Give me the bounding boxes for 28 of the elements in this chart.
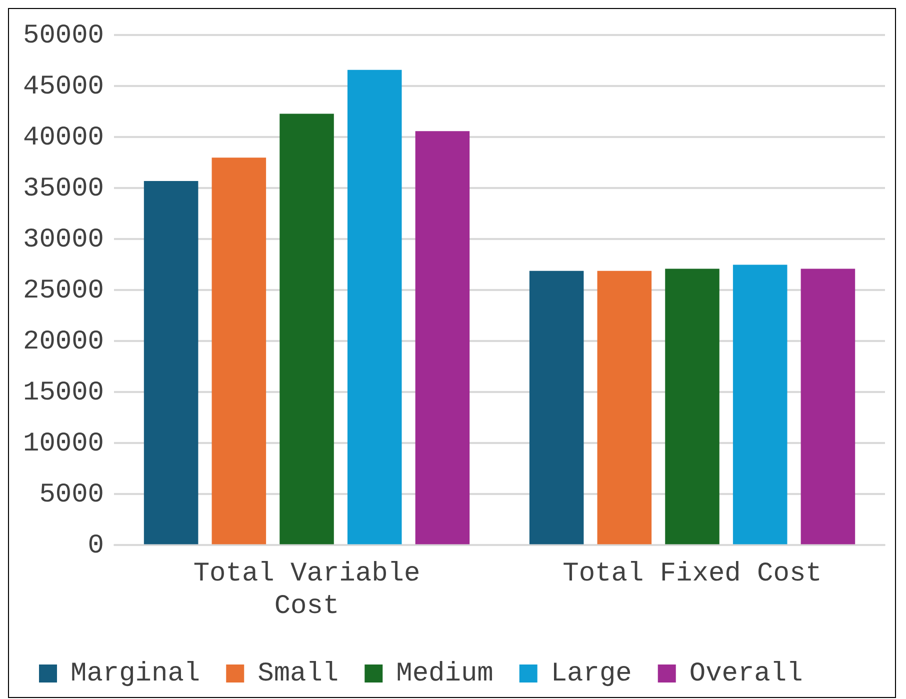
legend-label: Large xyxy=(550,660,632,690)
bar xyxy=(529,270,584,544)
legend-label: Marginal xyxy=(70,660,200,690)
y-tick-label: 35000 xyxy=(23,174,104,204)
y-tick-label: 0 xyxy=(88,531,104,562)
x-tick-label: Total Variable Cost xyxy=(193,560,420,622)
bar xyxy=(665,268,720,544)
x-tick-label: Total Fixed Cost xyxy=(562,560,822,590)
y-tick-label: 15000 xyxy=(23,378,104,408)
y-tick-label: 5000 xyxy=(39,480,104,510)
bar xyxy=(347,70,402,544)
bar xyxy=(144,181,198,544)
y-tick-label: 30000 xyxy=(23,225,104,256)
legend-label: Overall xyxy=(689,660,803,690)
bar xyxy=(732,264,788,544)
bar xyxy=(212,158,266,544)
bar xyxy=(280,114,334,544)
y-tick-label: 50000 xyxy=(23,21,104,52)
bar xyxy=(597,270,652,544)
bar xyxy=(800,268,856,544)
y-tick-label: 40000 xyxy=(23,123,104,154)
bar xyxy=(415,131,470,544)
legend-label: Medium xyxy=(396,660,494,690)
y-tick-label: 20000 xyxy=(23,327,104,358)
y-tick-label: 45000 xyxy=(23,72,104,102)
legend-label: Small xyxy=(258,660,339,690)
y-tick-label: 25000 xyxy=(23,276,104,306)
y-tick-label: 10000 xyxy=(23,429,104,460)
